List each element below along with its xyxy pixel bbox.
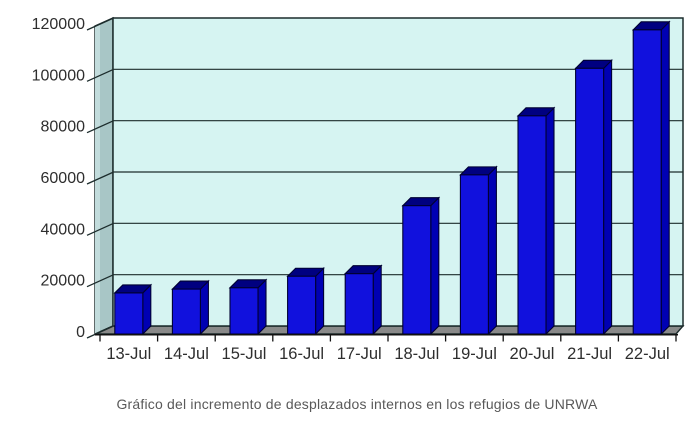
bar-front-face: [344, 273, 374, 335]
bar-front-face: [459, 174, 489, 335]
bar-side-face: [315, 266, 325, 336]
y-axis-tick: [86, 325, 113, 339]
y-axis-tick-label: 80000: [41, 119, 86, 136]
x-axis-tick-label: 16-Jul: [279, 345, 324, 363]
y-axis-tick-label: 100000: [32, 67, 85, 84]
y-axis-tick-label: 40000: [41, 221, 86, 238]
bar-side-face: [430, 196, 440, 336]
bar-22-Jul: [631, 20, 671, 336]
bar-side-face: [603, 59, 613, 336]
bar-front-face: [517, 115, 547, 335]
bar-front-face: [287, 275, 317, 335]
bar-side-face: [487, 165, 497, 336]
bar-21-Jul: [574, 59, 613, 336]
y-axis-tick-label: 0: [76, 324, 85, 341]
x-axis-tick-label: 18-Jul: [394, 345, 439, 363]
bar-front-face: [114, 292, 144, 335]
x-axis-tick-label: 21-Jul: [567, 345, 612, 363]
x-axis-tick-label: 17-Jul: [337, 345, 382, 363]
chart-canvas: 120000 100000 80000 60000 40000 20000 0 13-Jul 1…: [32, 16, 685, 363]
bar-19-Jul: [459, 165, 498, 336]
chart-caption: Gráfico del incremento de desplazados in…: [116, 396, 598, 412]
y-axis-tick: [86, 69, 113, 82]
bar-14-Jul: [171, 279, 210, 336]
bar-side-face: [372, 264, 382, 336]
y-axis-tick: [86, 223, 113, 236]
displacement-bar-chart: 120000 100000 80000 60000 40000 20000 0 13-Jul 1…: [32, 16, 685, 363]
bar-side-face: [660, 20, 670, 336]
bar-side-face: [257, 278, 267, 336]
y-axis-tick-label: 60000: [41, 170, 86, 187]
y-axis-tick: [86, 120, 113, 134]
bar-20-Jul: [516, 106, 556, 336]
bar-18-Jul: [401, 196, 441, 336]
y-axis-tick: [86, 171, 113, 185]
x-axis-tick-label: 15-Jul: [222, 345, 267, 363]
bar-front-face: [632, 29, 662, 335]
bar-front-face: [171, 288, 201, 335]
y-axis-tick-label: 120000: [32, 16, 85, 33]
bar-front-face: [402, 205, 432, 335]
bar-side-face: [199, 279, 209, 336]
x-axis-tick-label: 19-Jul: [452, 345, 497, 363]
y-axis-tick: [86, 274, 113, 288]
x-axis-tick-label: 22-Jul: [625, 345, 670, 363]
bar-17-Jul: [343, 264, 383, 336]
x-axis-tick-label: 13-Jul: [106, 345, 151, 363]
bar-front-face: [575, 67, 605, 335]
bar-16-Jul: [286, 266, 325, 336]
x-axis-tick-label: 20-Jul: [510, 345, 555, 363]
x-axis-tick-label: 14-Jul: [164, 345, 209, 363]
bar-13-Jul: [113, 283, 153, 336]
y-axis-tick: [86, 17, 113, 31]
y-axis-tick-label: 20000: [41, 273, 86, 290]
bar-side-face: [545, 106, 555, 336]
bar-15-Jul: [228, 278, 268, 336]
bar-front-face: [229, 287, 259, 335]
